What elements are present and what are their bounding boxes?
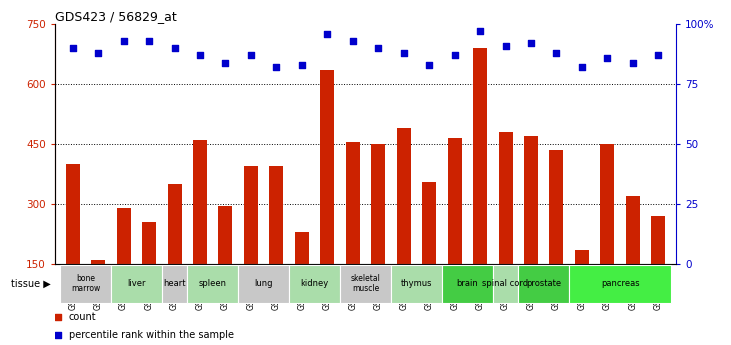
Text: tissue ▶: tissue ▶ bbox=[12, 279, 51, 289]
Bar bbox=[167, 184, 181, 264]
Text: count: count bbox=[69, 313, 96, 322]
Point bbox=[653, 52, 664, 58]
Point bbox=[576, 65, 588, 70]
Point bbox=[245, 52, 257, 58]
Point bbox=[169, 45, 181, 51]
Point bbox=[602, 55, 613, 60]
Bar bbox=[651, 216, 665, 264]
Bar bbox=[423, 182, 436, 264]
Bar bbox=[244, 166, 258, 264]
Bar bbox=[162, 265, 187, 303]
Text: kidney: kidney bbox=[300, 279, 329, 288]
Bar bbox=[187, 265, 238, 303]
Bar bbox=[493, 265, 518, 303]
Point bbox=[219, 60, 231, 65]
Bar bbox=[447, 138, 462, 264]
Bar bbox=[442, 265, 493, 303]
Bar bbox=[320, 70, 334, 264]
Bar bbox=[575, 250, 589, 264]
Point bbox=[296, 62, 308, 68]
Bar bbox=[524, 136, 538, 264]
Bar bbox=[371, 144, 385, 264]
Bar bbox=[289, 265, 340, 303]
Text: percentile rank within the sample: percentile rank within the sample bbox=[69, 330, 234, 339]
Bar bbox=[219, 206, 232, 264]
Point bbox=[322, 31, 333, 37]
Text: prostate: prostate bbox=[526, 279, 561, 288]
Bar bbox=[269, 166, 284, 264]
Bar bbox=[518, 265, 569, 303]
Point bbox=[423, 62, 435, 68]
Point bbox=[525, 41, 537, 46]
Bar bbox=[91, 260, 105, 264]
Point bbox=[118, 38, 129, 44]
Point bbox=[500, 43, 512, 49]
Bar bbox=[600, 144, 615, 264]
Bar bbox=[193, 140, 207, 264]
Point bbox=[550, 50, 562, 56]
Text: brain: brain bbox=[456, 279, 478, 288]
Bar bbox=[60, 265, 111, 303]
Point bbox=[194, 52, 206, 58]
Text: liver: liver bbox=[127, 279, 145, 288]
Point bbox=[92, 50, 104, 56]
Text: spleen: spleen bbox=[199, 279, 227, 288]
Point bbox=[143, 38, 155, 44]
Text: bone
marrow: bone marrow bbox=[71, 274, 100, 294]
Bar bbox=[238, 265, 289, 303]
Point bbox=[52, 315, 64, 320]
Point bbox=[347, 38, 359, 44]
Bar bbox=[116, 208, 131, 264]
Text: spinal cord: spinal cord bbox=[482, 279, 529, 288]
Point bbox=[627, 60, 639, 65]
Bar bbox=[111, 265, 162, 303]
Point bbox=[474, 29, 486, 34]
Point bbox=[449, 52, 461, 58]
Bar bbox=[569, 265, 671, 303]
Bar bbox=[626, 196, 640, 264]
Text: heart: heart bbox=[163, 279, 186, 288]
Text: pancreas: pancreas bbox=[601, 279, 640, 288]
Text: GDS423 / 56829_at: GDS423 / 56829_at bbox=[55, 10, 177, 23]
Point bbox=[372, 45, 384, 51]
Point bbox=[270, 65, 282, 70]
Point bbox=[67, 45, 78, 51]
Bar bbox=[346, 142, 360, 264]
Text: lung: lung bbox=[254, 279, 273, 288]
Bar bbox=[550, 150, 564, 264]
Bar bbox=[142, 222, 156, 264]
Bar bbox=[295, 232, 308, 264]
Text: skeletal
muscle: skeletal muscle bbox=[351, 274, 380, 294]
Point bbox=[52, 332, 64, 337]
Text: thymus: thymus bbox=[401, 279, 432, 288]
Bar bbox=[340, 265, 391, 303]
Bar bbox=[397, 128, 411, 264]
Bar bbox=[473, 48, 487, 264]
Bar bbox=[66, 164, 80, 264]
Bar bbox=[499, 132, 512, 264]
Bar bbox=[391, 265, 442, 303]
Point bbox=[398, 50, 409, 56]
